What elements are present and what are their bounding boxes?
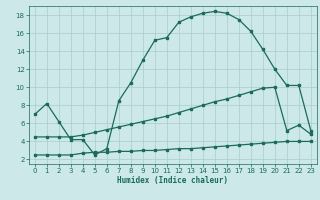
X-axis label: Humidex (Indice chaleur): Humidex (Indice chaleur) (117, 176, 228, 185)
